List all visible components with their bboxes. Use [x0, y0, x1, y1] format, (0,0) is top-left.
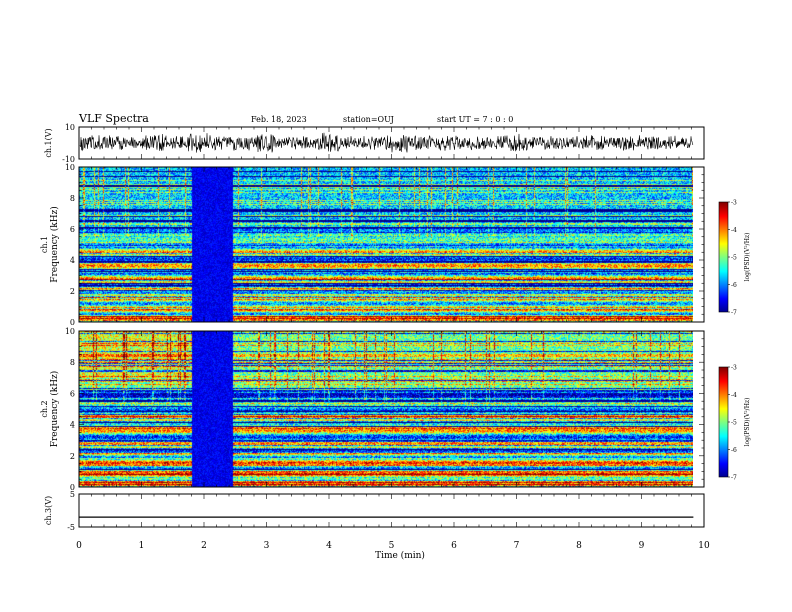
ch2-spec-y-tick-label: 8 — [70, 358, 75, 367]
ch1-spectrogram-image — [79, 167, 693, 322]
ch1-colorbar-tick-label: -6 — [731, 282, 737, 289]
start-ut-label: start UT = 7 : 0 : 0 — [437, 115, 514, 124]
ch1-colorbar-tick-label: -4 — [731, 227, 737, 234]
ch1-spec-y-tick-label: 4 — [70, 256, 75, 265]
x-tick-label: 2 — [201, 541, 207, 551]
ch2-spec-y-tick-label: 0 — [70, 483, 75, 492]
ch2-colorbar-tick-label: -5 — [731, 420, 737, 427]
x-tick-label: 3 — [264, 541, 270, 551]
ch2-spec-ylabel-channel: ch.2 — [40, 400, 49, 417]
ch1-wave-ylabel: ch.1(V) — [44, 128, 53, 157]
ch2-spec-y-tick-label: 10 — [65, 327, 75, 336]
x-tick-label: 1 — [139, 541, 145, 551]
ch1-wave-y-tick-label: 10 — [65, 123, 75, 132]
ch2-colorbar-tick-label: -7 — [731, 475, 737, 482]
ch1-colorbar — [718, 201, 729, 313]
ch1-spec-y-tick-label: 2 — [70, 287, 75, 296]
ch2-colorbar-tick-label: -6 — [731, 447, 737, 454]
ch1-spec-y-tick-label: 0 — [70, 318, 75, 327]
ch1-waveform-trace — [79, 132, 694, 153]
x-tick-label: 6 — [451, 541, 457, 551]
ch2-spec-y-tick-label: 2 — [70, 452, 75, 461]
ch1-colorbar-tick-label: -7 — [731, 310, 737, 317]
ch1-colorbar-tick-label: -3 — [731, 200, 737, 207]
ch1-spec-y-tick-label: 10 — [65, 163, 75, 172]
ch2-colorbar-tick-label: -4 — [731, 392, 737, 399]
ch1-wave-y-tick-label: -10 — [62, 155, 75, 164]
x-axis-label: Time (min) — [375, 550, 425, 561]
ch2-colorbar-label: log(PSD)(V²/Hz) — [744, 398, 751, 447]
ch3-wave-ylabel: ch.3(V) — [44, 496, 53, 525]
ch1-spec-y-tick-label: 8 — [70, 194, 75, 203]
x-tick-label: 10 — [698, 541, 710, 551]
chart-title: VLF Spectra — [79, 112, 149, 125]
ch3-wave-y-tick-label: 5 — [70, 490, 75, 499]
ch3-wave-y-tick-label: -5 — [67, 523, 75, 532]
ch2-spectrogram-image — [79, 331, 693, 487]
ch1-colorbar-tick-label: -5 — [731, 255, 737, 262]
ch2-colorbar — [718, 366, 729, 478]
date-label: Feb. 18, 2023 — [251, 115, 307, 124]
x-tick-label: 0 — [76, 541, 82, 551]
ch2-spec-y-tick-label: 4 — [70, 421, 75, 430]
x-tick-label: 9 — [639, 541, 645, 551]
ch1-colorbar-label: log(PSD)(V²/Hz) — [744, 233, 751, 282]
station-label: station=OUJ — [343, 115, 394, 124]
ch2-colorbar-tick-label: -3 — [731, 365, 737, 372]
ch2-spec-ylabel-unit: Frequency (kHz) — [49, 371, 60, 448]
x-tick-label: 7 — [514, 541, 520, 551]
ch1-spec-ylabel-channel: ch.1 — [40, 236, 49, 253]
x-tick-label: 4 — [326, 541, 332, 551]
ch2-spec-y-tick-label: 6 — [70, 389, 75, 398]
ch1-spec-y-tick-label: 6 — [70, 225, 75, 234]
x-tick-label: 5 — [389, 541, 395, 551]
x-tick-label: 8 — [576, 541, 582, 551]
ch1-spec-ylabel-unit: Frequency (kHz) — [49, 206, 60, 283]
